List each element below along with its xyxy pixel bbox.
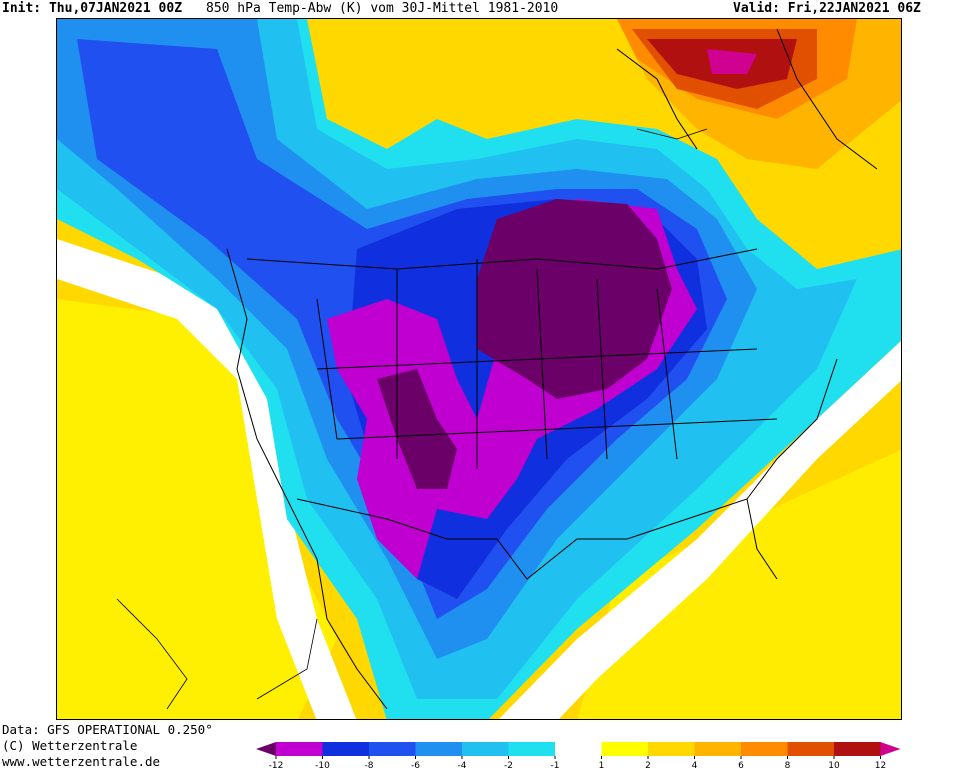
init-time: Init: Thu,07JAN2021 00Z (2, 0, 182, 18)
legend-swatch (555, 742, 602, 756)
legend-swatch (787, 742, 834, 756)
legend-tick-label: 10 (828, 761, 840, 770)
legend-swatch (369, 742, 416, 756)
legend-swatch (741, 742, 788, 756)
legend-tick-label: 4 (692, 761, 698, 770)
color-legend: -12 -10 -8 -6 -4 -2 -1 1 2 4 6 8 10 12 (256, 740, 956, 771)
legend-swatch (508, 742, 555, 756)
legend-swatch (694, 742, 741, 756)
valid-label: Valid: (733, 1, 780, 16)
legend-arrow-high (880, 742, 901, 756)
canada-coastlines (616, 28, 878, 170)
contour-north (636, 128, 708, 140)
zero-contours (116, 128, 708, 710)
yellow-south (577, 449, 901, 719)
state-borders (316, 259, 778, 469)
deep-purple-core-plains (477, 199, 672, 399)
map-title: 850 hPa Temp-Abw (K) vom 30J-Mittel 1981… (206, 1, 559, 16)
legend-tick-label: 1 (599, 761, 605, 770)
legend-tick-label: 2 (645, 761, 651, 770)
legend-tick-label: -8 (365, 761, 374, 770)
legend-swatch (322, 742, 369, 756)
data-source: Data: GFS OPERATIONAL 0.250° (2, 722, 213, 737)
west-coastline (226, 248, 388, 710)
valid-value: Fri,22JAN2021 06Z (787, 1, 921, 16)
map-canvas (57, 19, 901, 719)
neutral-band-west (57, 239, 357, 719)
contour-west (116, 598, 188, 710)
init-value: Thu,07JAN2021 00Z (48, 1, 183, 16)
legend-tick-label: 8 (785, 761, 791, 770)
copyright: (C) Wetterzentrale (2, 738, 138, 753)
legend-swatch (601, 742, 648, 756)
legend-swatch (462, 742, 509, 756)
legend-tick-label: 6 (738, 761, 744, 770)
legend-tick-label: -12 (269, 761, 284, 770)
temperature-anomaly-map (56, 18, 902, 720)
legend-arrow-low (256, 742, 276, 756)
gulf-atlantic-coast (296, 358, 838, 580)
legend-tick-label: -10 (315, 761, 330, 770)
legend-swatch (834, 742, 881, 756)
legend-tick-label: -1 (551, 761, 560, 770)
us-canada-border (246, 248, 758, 270)
legend-tick-label: -4 (458, 761, 467, 770)
florida-outline (746, 498, 778, 580)
legend-swatch (648, 742, 695, 756)
init-label: Init: (2, 1, 42, 16)
contour-mexico (256, 618, 318, 700)
legend-tick-label: 12 (875, 761, 886, 770)
legend-swatch (415, 742, 462, 756)
legend-tick-label: -2 (504, 761, 513, 770)
website-link[interactable]: www.wetterzentrale.de (2, 754, 161, 769)
yellow-west (57, 299, 337, 719)
valid-time: Valid: Fri,22JAN2021 06Z (733, 0, 921, 18)
neutral-band-southeast (498, 340, 901, 719)
legend-swatch (276, 742, 323, 756)
legend-bar: -12 -10 -8 -6 -4 -2 -1 1 2 4 6 8 10 12 (256, 742, 901, 771)
pink-region (707, 49, 757, 74)
legend-tick-label: -6 (411, 761, 420, 770)
map-outlines (226, 28, 878, 710)
